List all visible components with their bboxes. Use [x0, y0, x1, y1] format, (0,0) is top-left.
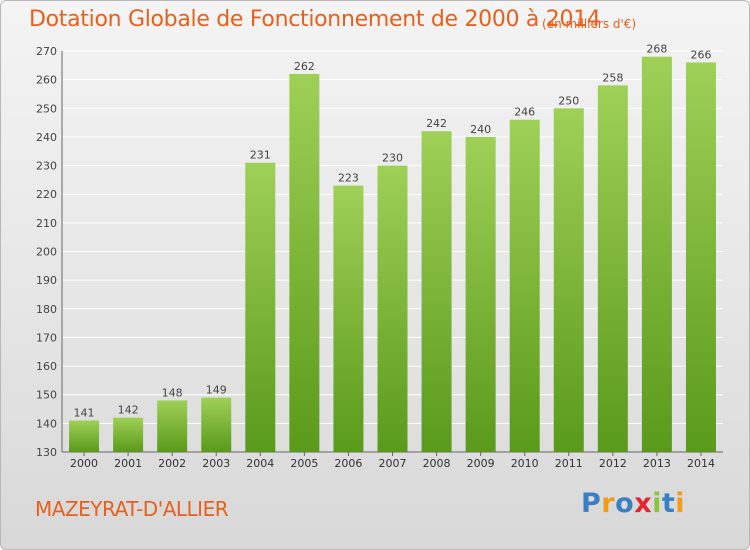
bar [201, 397, 232, 452]
logo-letter: i [675, 488, 686, 519]
data-label: 246 [514, 106, 535, 119]
logo-letter: x [634, 488, 653, 519]
data-label: 230 [382, 152, 403, 165]
logo-letter: t [661, 488, 676, 519]
y-tick-label: 130 [36, 446, 57, 459]
data-label: 242 [426, 117, 447, 130]
x-tick-label: 2012 [599, 457, 627, 470]
data-label: 142 [118, 404, 139, 417]
x-tick-label: 2001 [114, 457, 142, 470]
logo-letter: o [615, 488, 635, 519]
data-label: 148 [162, 386, 183, 399]
data-label: 240 [470, 123, 491, 136]
data-label: 262 [294, 60, 315, 73]
y-tick-label: 170 [36, 331, 57, 344]
logo-letter: i [652, 488, 662, 519]
logo-letter: P [581, 488, 602, 519]
bar [289, 73, 320, 453]
bar [333, 185, 364, 452]
bar [69, 420, 100, 452]
proxiti-logo: Proxiti [581, 488, 685, 519]
data-label: 258 [602, 71, 623, 84]
chart-title: Dotation Globale de Fonctionnement de 20… [29, 7, 601, 32]
y-tick-label: 210 [36, 217, 57, 230]
y-tick-label: 200 [36, 246, 57, 259]
place-name: MAZEYRAT-D'ALLIER [35, 497, 229, 521]
x-tick-label: 2002 [158, 457, 186, 470]
y-tick-label: 240 [36, 131, 57, 144]
bar [377, 165, 408, 453]
bar [421, 131, 452, 452]
y-tick-label: 160 [36, 360, 57, 373]
y-tick-label: 230 [36, 160, 57, 173]
unit-note: (en milliers d'€) [542, 17, 637, 31]
bar [509, 119, 540, 452]
logo-letter: r [601, 488, 616, 519]
y-tick-label: 270 [36, 45, 57, 58]
x-tick-label: 2004 [246, 457, 274, 470]
x-tick-label: 2008 [423, 457, 451, 470]
x-tick-label: 2005 [290, 457, 318, 470]
y-tick-label: 260 [36, 74, 57, 87]
data-label: 141 [74, 406, 95, 419]
bar [597, 85, 628, 452]
data-label: 223 [338, 172, 359, 185]
y-tick-label: 150 [36, 389, 57, 402]
bar [245, 162, 276, 452]
data-label: 231 [250, 149, 271, 162]
x-tick-label: 2003 [202, 457, 230, 470]
data-label: 266 [690, 48, 711, 61]
bar [157, 400, 188, 452]
y-tick-label: 220 [36, 188, 57, 201]
bar [553, 108, 584, 453]
y-tick-label: 140 [36, 417, 57, 430]
x-tick-label: 2000 [70, 457, 98, 470]
x-tick-label: 2009 [467, 457, 495, 470]
x-tick-label: 2014 [687, 457, 715, 470]
bar [641, 56, 672, 452]
bar [465, 136, 496, 452]
x-tick-label: 2007 [379, 457, 407, 470]
y-tick-label: 250 [36, 102, 57, 115]
data-label: 149 [206, 384, 227, 397]
bar [685, 62, 716, 452]
y-tick-label: 190 [36, 274, 57, 287]
data-label: 250 [558, 94, 579, 107]
x-tick-label: 2010 [511, 457, 539, 470]
y-tick-label: 180 [36, 303, 57, 316]
bar [113, 417, 144, 452]
x-tick-label: 2011 [555, 457, 583, 470]
data-label: 268 [646, 43, 667, 56]
x-tick-label: 2006 [334, 457, 362, 470]
x-tick-label: 2013 [643, 457, 671, 470]
